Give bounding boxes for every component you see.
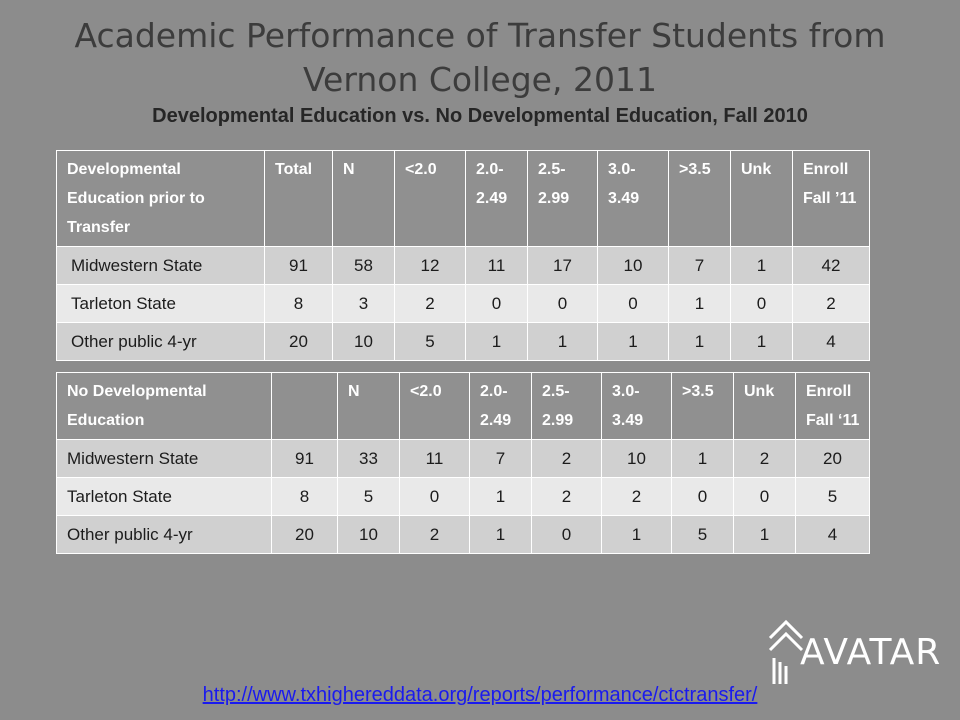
page-subtitle: Developmental Education vs. No Developme…: [152, 105, 808, 127]
table-row: Midwestern State 91 58 12 11 17 10 7 1 4…: [56, 246, 870, 285]
avatar-logo-icon: [768, 619, 804, 684]
header-cell: Total: [264, 150, 333, 247]
table-cell: Midwestern State: [56, 439, 272, 478]
table-cell: 0: [531, 515, 602, 554]
table-cell: 5: [795, 477, 870, 516]
table-cell: 7: [469, 439, 532, 478]
table-cell: 2: [792, 284, 870, 323]
table-cell: 10: [601, 439, 672, 478]
header-cell: 2.0- 2.49: [469, 372, 532, 440]
header-cell: [271, 372, 338, 440]
table-cell: 0: [597, 284, 669, 323]
header-cell: 3.0- 3.49: [601, 372, 672, 440]
table-cell: 20: [264, 322, 333, 361]
table-cell: 5: [337, 477, 400, 516]
header-cell: 3.0- 3.49: [597, 150, 669, 247]
table-cell: 0: [399, 477, 470, 516]
table-cell: 1: [730, 246, 793, 285]
header-cell: 2.0- 2.49: [465, 150, 528, 247]
table-cell: 42: [792, 246, 870, 285]
table-cell: 2: [733, 439, 796, 478]
table-cell: 0: [730, 284, 793, 323]
table-cell: Midwestern State: [56, 246, 265, 285]
table-cell: 1: [668, 322, 731, 361]
header-cell: >3.5: [668, 150, 731, 247]
table-cell: 2: [399, 515, 470, 554]
table-cell: 1: [733, 515, 796, 554]
page-title: Academic Performance of Transfer Student…: [74, 16, 886, 99]
table-cell: 4: [792, 322, 870, 361]
table-cell: 1: [469, 477, 532, 516]
header-cell: No Developmental Education: [56, 372, 272, 440]
table-cell: 0: [527, 284, 598, 323]
table-cell: Tarleton State: [56, 477, 272, 516]
table-cell: 17: [527, 246, 598, 285]
logo-text: AVATAR: [800, 632, 942, 673]
header-cell: Developmental Education prior to Transfe…: [56, 150, 265, 247]
table-cell: 20: [271, 515, 338, 554]
table-cell: 2: [531, 477, 602, 516]
table-cell: 11: [465, 246, 528, 285]
table-cell: 1: [671, 439, 734, 478]
table-cell: Other public 4-yr: [56, 322, 265, 361]
table-cell: 12: [394, 246, 466, 285]
header-cell: 2.5- 2.99: [527, 150, 598, 247]
table-cell: 2: [394, 284, 466, 323]
table-cell: 4: [795, 515, 870, 554]
table-cell: 1: [527, 322, 598, 361]
table-cell: 10: [597, 246, 669, 285]
header-cell: <2.0: [399, 372, 470, 440]
table-cell: 11: [399, 439, 470, 478]
table-row: Tarleton State 8 3 2 0 0 0 1 0 2: [56, 284, 870, 323]
table-row: Other public 4-yr 20 10 2 1 0 1 5 1 4: [56, 515, 870, 554]
source-link[interactable]: http://www.txhighereddata.org/reports/pe…: [202, 684, 758, 706]
table-cell: 8: [264, 284, 333, 323]
table-cell: 2: [601, 477, 672, 516]
header-cell: Unk: [733, 372, 796, 440]
table-row: Other public 4-yr 20 10 5 1 1 1 1 1 4: [56, 322, 870, 361]
table-cell: 58: [332, 246, 395, 285]
header-cell: Enroll Fall ‘11: [795, 372, 870, 440]
table-header-row: Developmental Education prior to Transfe…: [56, 150, 870, 247]
table-cell: 1: [601, 515, 672, 554]
no-dev-ed-table: No Developmental Education N <2.0 2.0- 2…: [56, 372, 870, 554]
header-cell: 2.5- 2.99: [531, 372, 602, 440]
table-cell: 1: [465, 322, 528, 361]
table-cell: 1: [597, 322, 669, 361]
header-cell: Unk: [730, 150, 793, 247]
header-cell: Enroll Fall ’11: [792, 150, 870, 247]
table-cell: 5: [394, 322, 466, 361]
table-cell: 5: [671, 515, 734, 554]
table-cell: 0: [733, 477, 796, 516]
table-row: Midwestern State 91 33 11 7 2 10 1 2 20: [56, 439, 870, 478]
header-cell: <2.0: [394, 150, 466, 247]
table-cell: 20: [795, 439, 870, 478]
header-cell: N: [337, 372, 400, 440]
table-cell: 1: [469, 515, 532, 554]
table-cell: Other public 4-yr: [56, 515, 272, 554]
table-cell: 91: [271, 439, 338, 478]
table-cell: 10: [337, 515, 400, 554]
table-cell: 33: [337, 439, 400, 478]
table-cell: 0: [671, 477, 734, 516]
table-cell: 0: [465, 284, 528, 323]
table-cell: 91: [264, 246, 333, 285]
table-cell: 3: [332, 284, 395, 323]
header-cell: N: [332, 150, 395, 247]
header-cell: >3.5: [671, 372, 734, 440]
table-cell: 8: [271, 477, 338, 516]
dev-ed-table: Developmental Education prior to Transfe…: [56, 150, 870, 361]
table-cell: 1: [730, 322, 793, 361]
table-cell: 7: [668, 246, 731, 285]
table-cell: Tarleton State: [56, 284, 265, 323]
table-cell: 10: [332, 322, 395, 361]
table-header-row: No Developmental Education N <2.0 2.0- 2…: [56, 372, 870, 440]
table-cell: 1: [668, 284, 731, 323]
table-cell: 2: [531, 439, 602, 478]
table-row: Tarleton State 8 5 0 1 2 2 0 0 5: [56, 477, 870, 516]
